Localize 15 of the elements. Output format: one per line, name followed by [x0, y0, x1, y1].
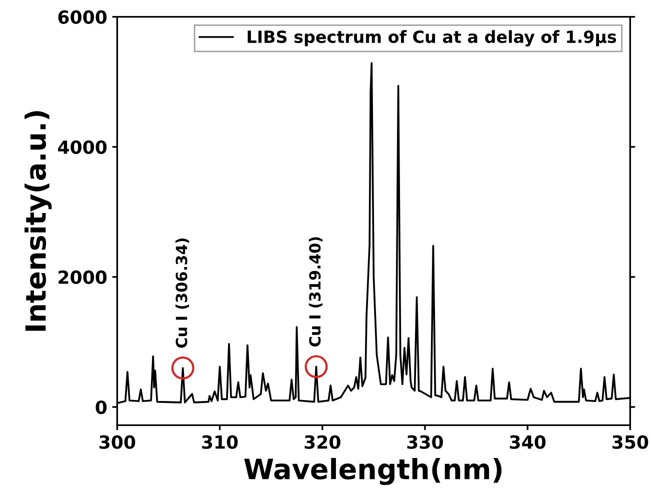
y-axis-title: Intensity(a.u.) — [24, 111, 52, 331]
x-tick-label: 310 — [202, 435, 238, 449]
x-tick-label: 300 — [100, 435, 136, 449]
y-tick-label: 6000 — [58, 10, 107, 24]
y-tick-label: 4000 — [58, 140, 107, 154]
legend-label: LIBS spectrum of Cu at a delay of 1.9μs — [248, 30, 616, 46]
y-tick-label: 2000 — [58, 270, 107, 284]
y-tick-label: 0 — [96, 400, 107, 414]
annotation: Cu I (319.40) — [308, 237, 322, 346]
x-tick-label: 340 — [510, 435, 546, 449]
x-axis-title: Wavelength(nm) — [244, 458, 502, 486]
x-tick-label: 320 — [304, 435, 340, 449]
x-tick-label: 350 — [612, 435, 648, 449]
x-tick-label: 330 — [407, 435, 443, 449]
annotation: Cu I (306.34) — [175, 238, 190, 348]
